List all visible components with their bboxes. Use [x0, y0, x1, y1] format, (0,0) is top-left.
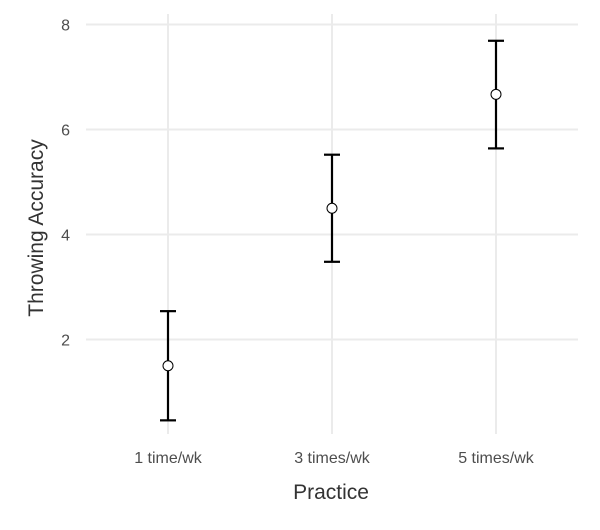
- y-tick-label: 4: [61, 228, 70, 245]
- data-layer: [160, 39, 504, 422]
- x-tick-label: 3 times/wk: [294, 450, 371, 467]
- y-axis-title: Throwing Accuracy: [25, 139, 48, 317]
- label-layer: 2 4 6 8 1 time/wk 3 times/wk 5 times/wk: [61, 18, 535, 468]
- y-tick-label: 2: [61, 333, 70, 350]
- data-point-1: [326, 202, 338, 214]
- x-tick-label: 5 times/wk: [458, 450, 535, 467]
- data-point-0: [162, 360, 174, 372]
- x-tick-label: 1 time/wk: [134, 450, 203, 467]
- y-tick-label: 8: [61, 18, 70, 35]
- y-tick-label: 6: [61, 123, 70, 140]
- x-axis-title: Practice: [293, 481, 369, 504]
- data-point-2: [490, 88, 502, 100]
